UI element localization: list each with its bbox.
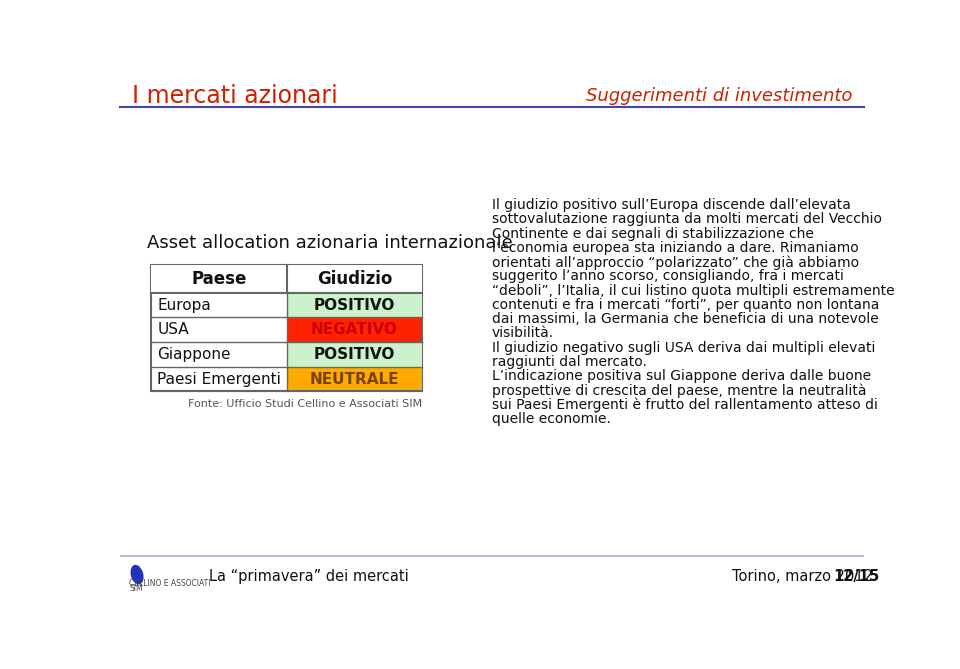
Text: Il giudizio negativo sugli USA deriva dai multipli elevati: Il giudizio negativo sugli USA deriva da… [492, 341, 876, 355]
Text: quelle economie.: quelle economie. [492, 411, 611, 425]
Text: orientati all’approccio “polarizzato” che già abbiamo: orientati all’approccio “polarizzato” ch… [492, 255, 859, 270]
Text: contenuti e fra i mercati “forti”, per quanto non lontana: contenuti e fra i mercati “forti”, per q… [492, 298, 879, 312]
Ellipse shape [131, 565, 144, 585]
Text: Fonte: Ufficio Studi Cellino e Associati SIM: Fonte: Ufficio Studi Cellino e Associati… [188, 399, 422, 409]
Text: Giappone: Giappone [157, 347, 230, 362]
Text: sui Paesi Emergenti è frutto del rallentamento atteso di: sui Paesi Emergenti è frutto del rallent… [492, 397, 877, 412]
Text: Paesi Emergenti: Paesi Emergenti [157, 371, 281, 387]
Bar [287, 293, 422, 317]
Text: Torino, marzo 2012: Torino, marzo 2012 [732, 569, 874, 583]
Bar [151, 265, 422, 293]
Text: 12/15: 12/15 [833, 569, 879, 583]
Bar [151, 265, 422, 391]
Text: Asset allocation azionaria internazionale: Asset allocation azionaria internazional… [147, 234, 513, 252]
Text: dai massimi, la Germania che beneficia di una notevole: dai massimi, la Germania che beneficia d… [492, 312, 878, 326]
Bar [287, 317, 422, 342]
Text: L’indicazione positiva sul Giappone deriva dalle buone: L’indicazione positiva sul Giappone deri… [492, 369, 871, 383]
Text: visibilità.: visibilità. [492, 326, 554, 341]
Text: Europa: Europa [157, 298, 211, 312]
Text: POSITIVO: POSITIVO [314, 347, 396, 362]
Text: Suggerimenti di investimento: Suggerimenti di investimento [586, 87, 852, 104]
Text: La “primavera” dei mercati: La “primavera” dei mercati [209, 569, 409, 583]
Text: Il giudizio positivo sull’Europa discende dall’elevata: Il giudizio positivo sull’Europa discend… [492, 198, 851, 212]
Text: NEUTRALE: NEUTRALE [310, 371, 399, 387]
Text: sottovalutazione raggiunta da molti mercati del Vecchio: sottovalutazione raggiunta da molti merc… [492, 212, 882, 226]
Text: suggerito l’anno scorso, consigliando, fra i mercati: suggerito l’anno scorso, consigliando, f… [492, 270, 844, 283]
Text: l’economia europea sta iniziando a dare. Rimaniamo: l’economia europea sta iniziando a dare.… [492, 241, 859, 255]
Text: USA: USA [157, 322, 189, 337]
Text: raggiunti dal mercato.: raggiunti dal mercato. [492, 355, 647, 369]
Text: Continente e dai segnali di stabilizzazione che: Continente e dai segnali di stabilizzazi… [492, 227, 814, 241]
Text: prospettive di crescita del paese, mentre la neutralità: prospettive di crescita del paese, mentr… [492, 383, 867, 398]
Bar [287, 367, 422, 391]
Text: Paese: Paese [191, 270, 247, 288]
Text: I mercati azionari: I mercati azionari [132, 84, 337, 108]
Bar [287, 342, 422, 367]
Text: NEGATIVO: NEGATIVO [311, 322, 397, 337]
Text: SIM: SIM [130, 584, 143, 593]
Text: CELLINO E ASSOCIATI: CELLINO E ASSOCIATI [130, 579, 211, 587]
Text: Giudizio: Giudizio [317, 270, 392, 288]
Text: POSITIVO: POSITIVO [314, 298, 396, 312]
Text: “deboli”, l’Italia, il cui listino quota multipli estremamente: “deboli”, l’Italia, il cui listino quota… [492, 284, 895, 298]
